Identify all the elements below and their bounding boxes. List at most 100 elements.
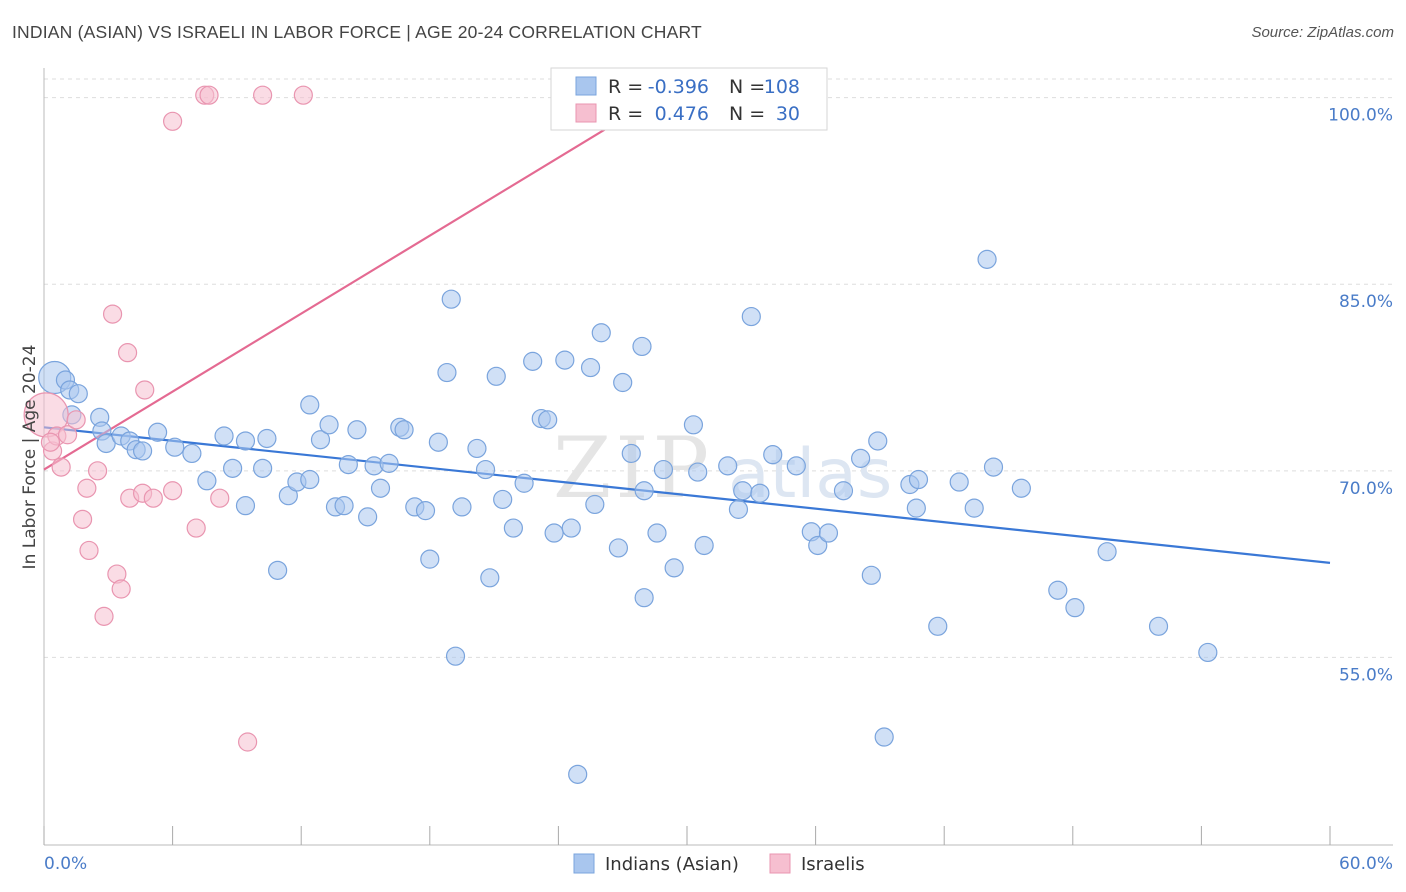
- chart-title: INDIAN (ASIAN) VS ISRAELI IN LABOR FORCE…: [12, 22, 702, 42]
- data-point-blue: [165, 437, 185, 457]
- legend-r-value: 0.476: [655, 103, 709, 125]
- data-point-blue: [718, 456, 738, 476]
- data-point-blue: [544, 523, 564, 543]
- scatter-points: [23, 85, 1218, 784]
- data-point-blue: [647, 523, 667, 543]
- data-point-pink: [111, 579, 131, 599]
- data-point-blue: [694, 535, 714, 556]
- data-point-blue: [580, 357, 601, 378]
- data-point-pink: [253, 85, 273, 105]
- y-tick-labels: 55.0% 70.0% 85.0% 100.0%: [1328, 106, 1393, 686]
- data-point-blue: [763, 445, 783, 465]
- data-point-blue: [358, 507, 378, 527]
- data-point-blue: [874, 727, 894, 747]
- svg-text:ZIP: ZIP: [553, 419, 713, 517]
- legend-n-value: 30: [776, 103, 800, 125]
- data-point-blue: [608, 538, 629, 558]
- data-point-blue: [683, 415, 704, 435]
- legend-n-value: 108: [764, 76, 800, 98]
- y-tick-label: 100.0%: [1328, 106, 1393, 126]
- data-point-blue: [268, 560, 288, 580]
- data-point-blue: [621, 443, 641, 464]
- data-point-blue: [613, 372, 633, 393]
- data-point-blue: [370, 478, 391, 498]
- data-point-pink: [117, 343, 138, 363]
- data-point-blue: [300, 469, 320, 490]
- data-point-blue: [197, 471, 217, 491]
- data-point-blue: [445, 646, 466, 666]
- data-point-blue: [728, 499, 749, 519]
- data-point-blue: [214, 426, 234, 446]
- y-tick-label: 85.0%: [1339, 292, 1393, 312]
- data-point-blue: [310, 430, 331, 450]
- data-point-blue: [338, 455, 358, 475]
- data-point-blue: [538, 410, 558, 430]
- correlation-legend: R = -0.396 N = 108 R = 0.476 N = 30: [550, 67, 828, 131]
- data-point-blue: [486, 366, 506, 386]
- data-point-pink: [186, 518, 206, 538]
- data-point-blue: [1048, 580, 1068, 600]
- data-point-pink: [40, 432, 61, 452]
- data-point-blue: [908, 469, 929, 490]
- data-point-blue: [467, 438, 487, 459]
- data-point-pink: [163, 111, 183, 131]
- data-point-blue: [68, 384, 88, 404]
- data-point-pink: [94, 606, 114, 626]
- data-point-blue: [223, 458, 243, 478]
- data-point-blue: [503, 518, 523, 538]
- data-point-blue: [347, 420, 367, 440]
- data-point-blue: [833, 481, 854, 501]
- data-point-blue: [786, 456, 806, 476]
- data-point-blue: [808, 535, 828, 556]
- data-point-blue: [319, 415, 339, 435]
- data-point-pink: [66, 410, 86, 430]
- data-point-pink: [238, 732, 258, 752]
- data-point-pink: [163, 481, 183, 501]
- data-point-blue: [928, 616, 948, 636]
- legend-r-label: R =: [608, 103, 643, 125]
- data-point-blue: [132, 441, 153, 461]
- data-point-blue: [906, 498, 926, 518]
- data-point-pink: [102, 304, 123, 324]
- watermark: ZIP atlas: [553, 419, 892, 517]
- data-point-blue: [653, 459, 674, 480]
- y-tick-label: 55.0%: [1339, 665, 1393, 685]
- data-point-blue: [585, 494, 605, 515]
- data-point-pink: [199, 85, 219, 105]
- data-point-blue: [300, 395, 320, 415]
- data-point-blue: [568, 764, 588, 784]
- data-point-blue: [480, 568, 500, 588]
- data-point-blue: [441, 289, 461, 309]
- data-point-pink: [87, 461, 108, 481]
- data-point-blue: [591, 323, 611, 343]
- data-point-blue: [555, 350, 575, 370]
- data-point-blue: [475, 459, 496, 480]
- legend-r-label: R =: [608, 76, 643, 98]
- data-point-pink: [79, 540, 99, 561]
- axes: [43, 68, 1393, 846]
- data-point-blue: [949, 472, 969, 492]
- legend-n-label: N =: [729, 76, 765, 98]
- data-point-blue: [818, 523, 839, 543]
- data-point-blue: [437, 362, 457, 383]
- trend-line-blue: [43, 426, 1331, 564]
- data-point-blue: [514, 473, 534, 493]
- data-point-blue: [253, 458, 273, 478]
- legend-label-israelis: Israelis: [801, 854, 865, 875]
- data-point-blue: [147, 422, 168, 442]
- data-point-pink: [293, 85, 313, 105]
- x-tick-label-max: 60.0%: [1339, 854, 1393, 874]
- data-point-blue: [428, 432, 448, 452]
- data-point-blue: [235, 431, 256, 451]
- trend-lines: [43, 91, 1331, 564]
- data-point-blue: [688, 462, 708, 482]
- data-point-blue: [1011, 478, 1031, 498]
- data-point-blue: [182, 443, 202, 464]
- legend-swatch-pink: [575, 103, 597, 123]
- data-point-blue: [750, 483, 770, 503]
- data-point-blue: [452, 497, 472, 517]
- data-point-blue: [523, 351, 543, 371]
- data-point-pink: [135, 380, 155, 400]
- data-point-blue: [632, 336, 652, 357]
